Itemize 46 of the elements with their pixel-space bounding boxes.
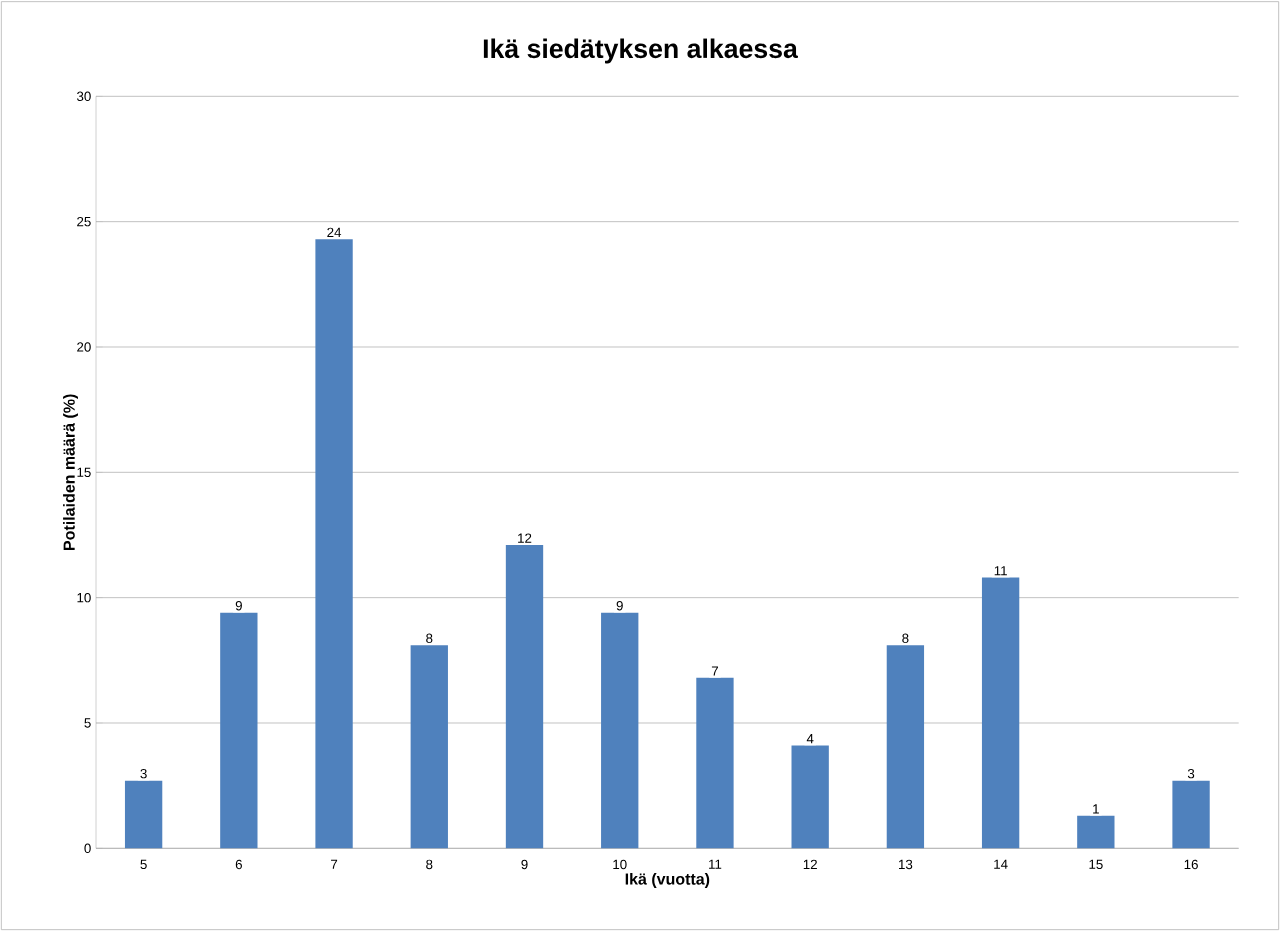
x-tick-label: 14 xyxy=(994,859,1008,869)
chart-title: Ikä siedätyksen alkaessa xyxy=(483,38,799,64)
x-tick-label: 9 xyxy=(521,859,528,870)
data-label: 3 xyxy=(1187,768,1195,779)
y-tick-label: 30 xyxy=(76,91,91,102)
bar xyxy=(315,239,353,849)
x-tick-label: 5 xyxy=(140,859,147,869)
bar xyxy=(981,577,1020,849)
x-tick-label: 11 xyxy=(709,859,722,869)
x-axis-title: Ikä (vuotta) xyxy=(625,872,710,888)
data-label: 7 xyxy=(711,666,718,676)
y-tick-label: 5 xyxy=(84,718,91,728)
bar xyxy=(1077,815,1115,849)
data-label: 12 xyxy=(518,533,532,543)
data-label: 1 xyxy=(1093,804,1099,814)
bar xyxy=(601,612,639,849)
data-label: 3 xyxy=(140,768,147,779)
y-tick-label: 15 xyxy=(77,467,91,477)
y-tick-label: 25 xyxy=(77,216,91,227)
y-tick-label: 0 xyxy=(84,843,91,854)
data-label: 11 xyxy=(994,566,1007,576)
x-tick-label: 13 xyxy=(899,859,913,870)
bar xyxy=(886,645,925,849)
bar xyxy=(220,612,258,849)
data-label: 9 xyxy=(616,600,623,611)
y-tick-label: 10 xyxy=(77,592,91,603)
bar xyxy=(505,545,544,849)
data-label: 8 xyxy=(426,633,433,644)
data-label: 8 xyxy=(902,633,909,644)
y-tick-label: 20 xyxy=(77,342,91,352)
x-tick-label: 15 xyxy=(1089,859,1103,869)
bar xyxy=(791,745,829,849)
y-axis-title: Potilaiden määrä (%) xyxy=(63,394,78,550)
bar xyxy=(124,780,163,849)
x-tick-label: 16 xyxy=(1184,859,1198,870)
x-tick-label: 10 xyxy=(613,859,627,870)
x-tick-label: 8 xyxy=(426,859,433,870)
x-tick-label: 6 xyxy=(235,859,242,870)
data-label: 4 xyxy=(806,734,814,744)
bar xyxy=(696,677,734,849)
bar xyxy=(410,645,448,849)
x-tick-label: 7 xyxy=(331,859,338,869)
x-tick-label: 12 xyxy=(803,859,817,870)
data-label: 9 xyxy=(235,600,242,611)
bar xyxy=(1172,780,1210,849)
data-label: 24 xyxy=(327,227,342,237)
